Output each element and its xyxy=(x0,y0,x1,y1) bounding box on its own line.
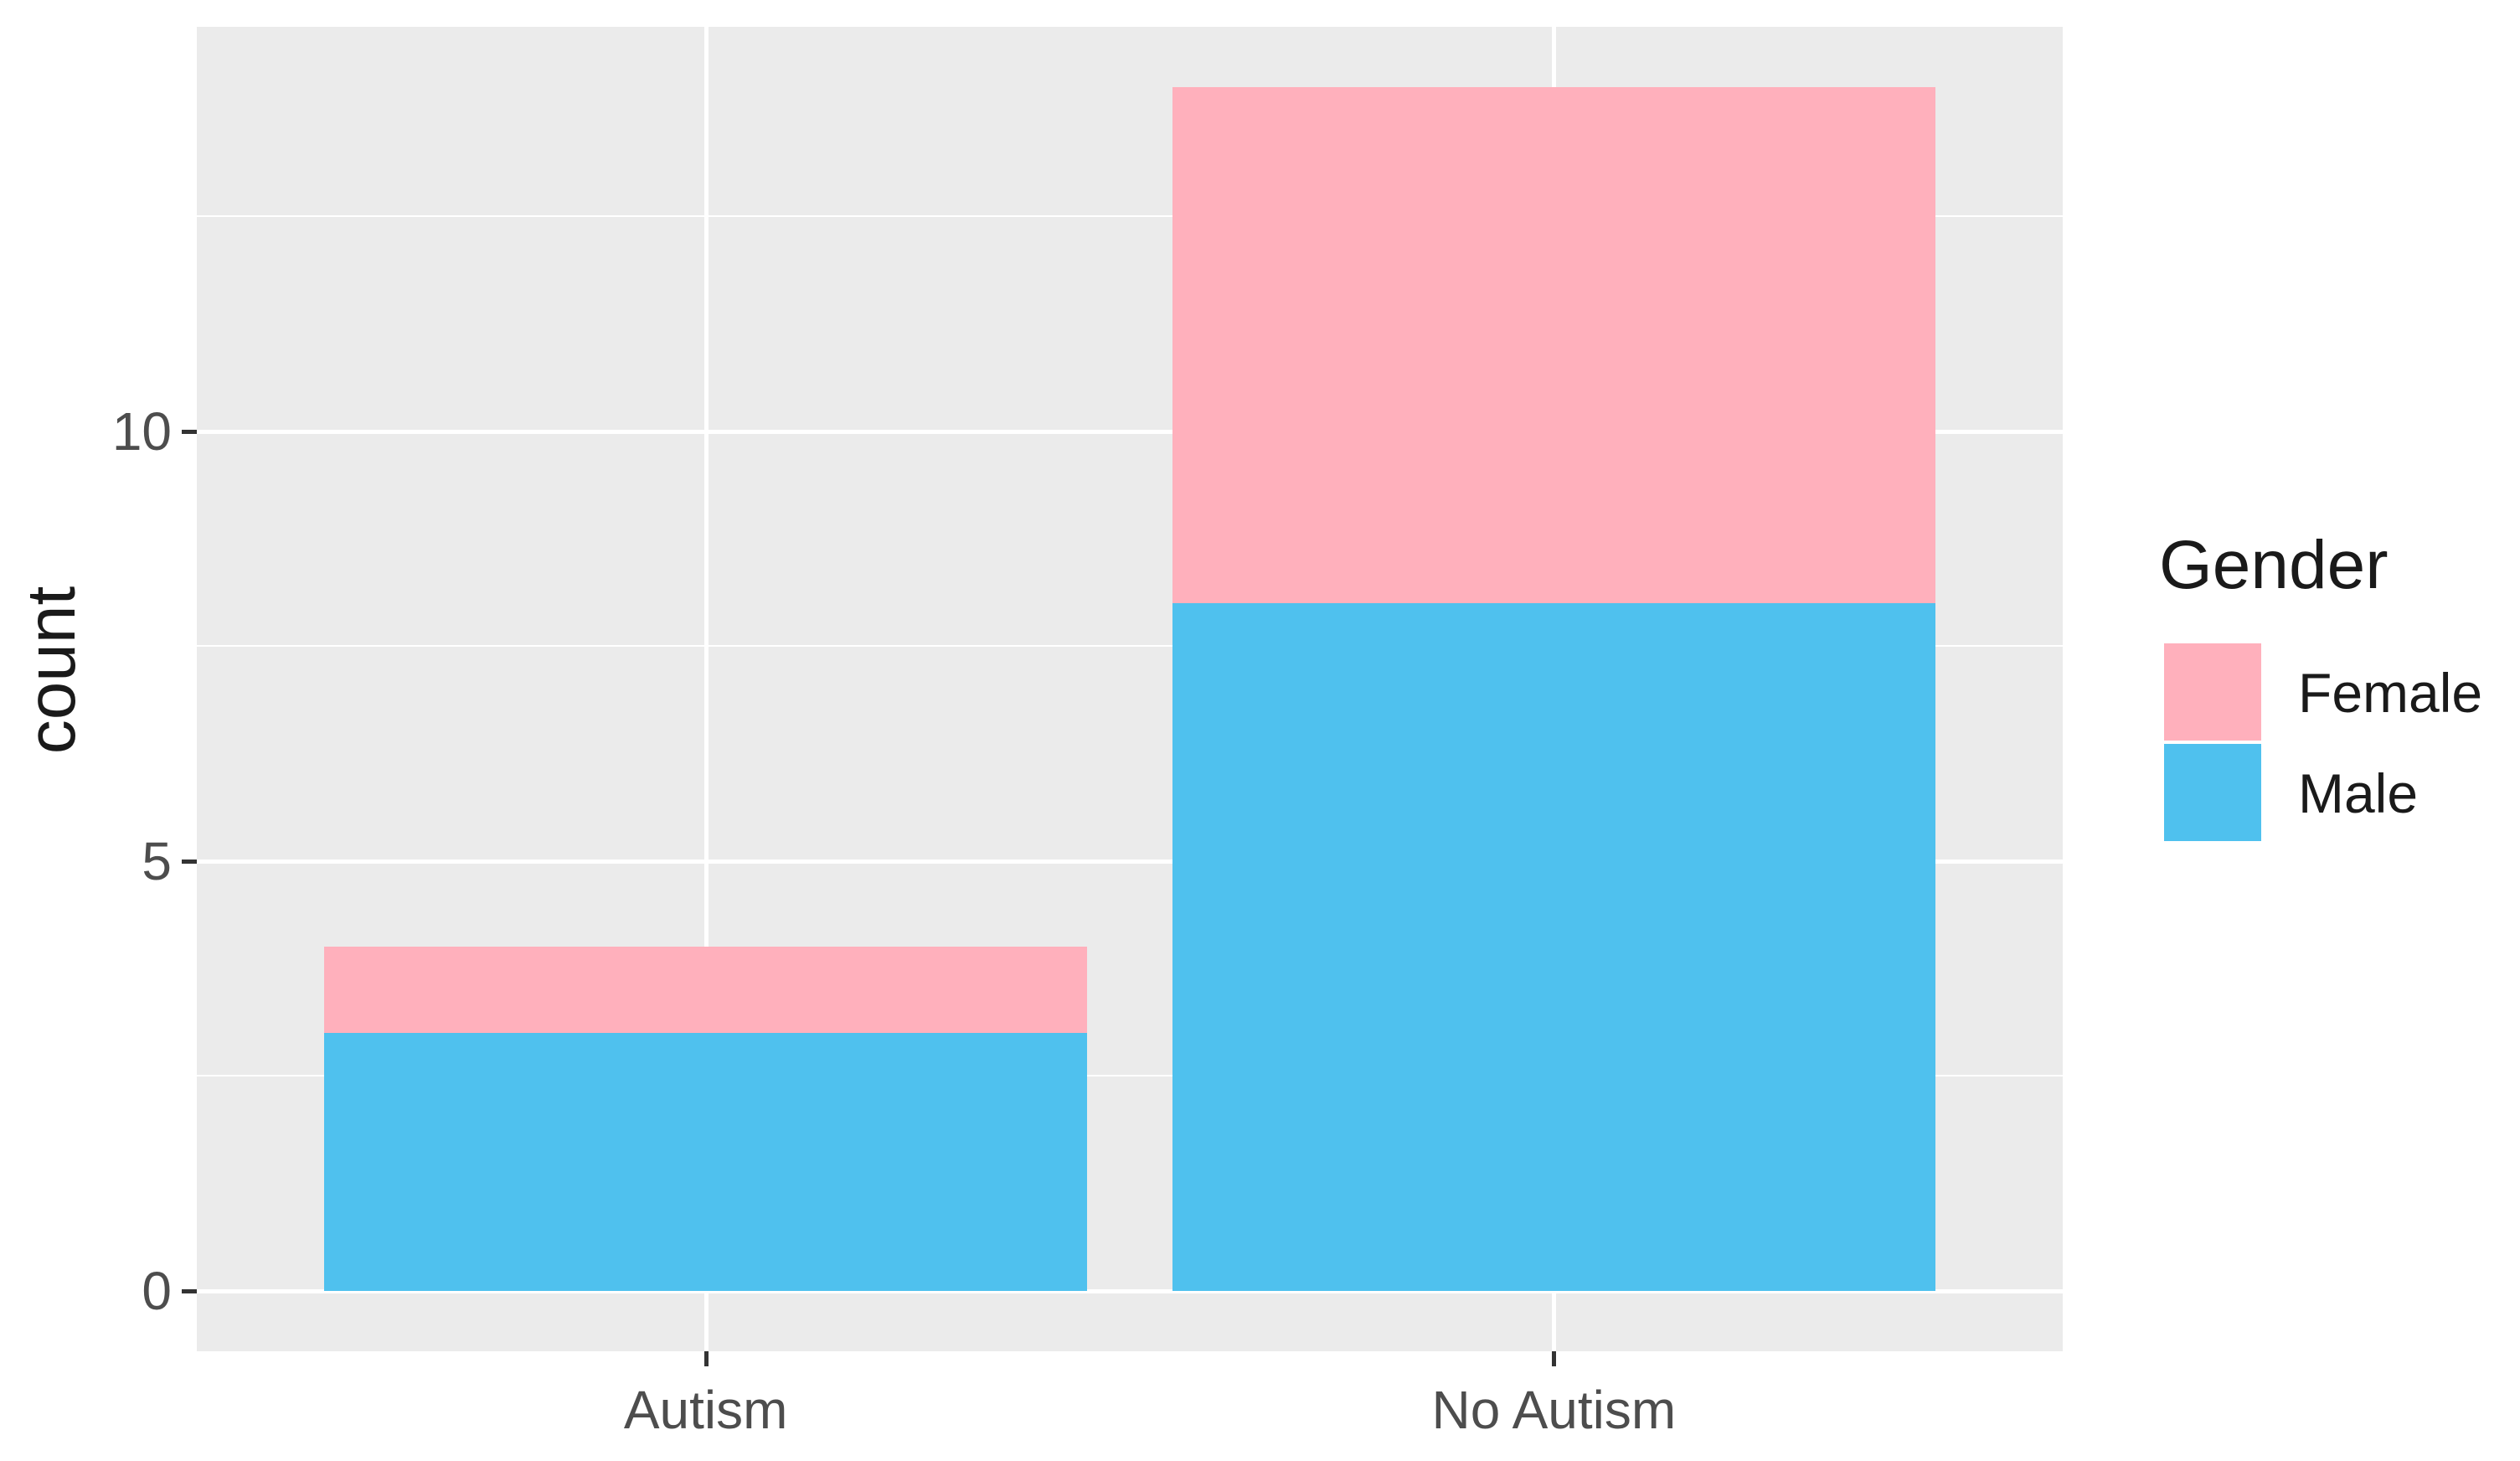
y-tick-label: 10 xyxy=(111,400,172,462)
gridline-major xyxy=(197,859,2063,864)
legend-items: Female Male xyxy=(2159,643,2511,843)
legend-item-label: Female xyxy=(2298,662,2483,725)
plot-panel xyxy=(197,27,2063,1351)
gridline-minor xyxy=(197,1075,2063,1077)
bar-segment-female-0 xyxy=(323,947,1088,1034)
y-axis-tick-mark xyxy=(182,859,197,864)
legend-title: Gender xyxy=(2159,527,2389,603)
x-category-label: Autism xyxy=(623,1380,788,1440)
legend-item-female: Female xyxy=(2159,643,2511,742)
legend-item-male: Male xyxy=(2159,744,2511,843)
bar-segment-male-1 xyxy=(1172,602,1936,1292)
x-axis-tick-mark xyxy=(703,1351,709,1366)
legend: Gender Female Male xyxy=(2159,527,2511,844)
gridline-minor xyxy=(197,214,2063,217)
gridline-major xyxy=(197,429,2063,434)
gridline-major xyxy=(197,1289,2063,1294)
y-axis-tick-mark xyxy=(182,1289,197,1294)
legend-key-swatch xyxy=(2164,744,2261,842)
y-tick-label: 0 xyxy=(142,1261,172,1322)
x-category-label: No Autism xyxy=(1431,1380,1677,1440)
y-tick-label: 5 xyxy=(142,830,172,891)
bar-segment-male-0 xyxy=(323,1033,1088,1292)
x-axis-tick-mark xyxy=(1552,1351,1557,1366)
gridline-major-vertical xyxy=(703,27,709,1351)
legend-item-label: Male xyxy=(2298,762,2419,825)
bar-segment-female-1 xyxy=(1172,86,1936,603)
legend-key-swatch xyxy=(2164,643,2261,741)
y-axis-title: count xyxy=(13,586,90,755)
y-axis-tick-mark xyxy=(182,429,197,434)
gridline-minor xyxy=(197,645,2063,648)
